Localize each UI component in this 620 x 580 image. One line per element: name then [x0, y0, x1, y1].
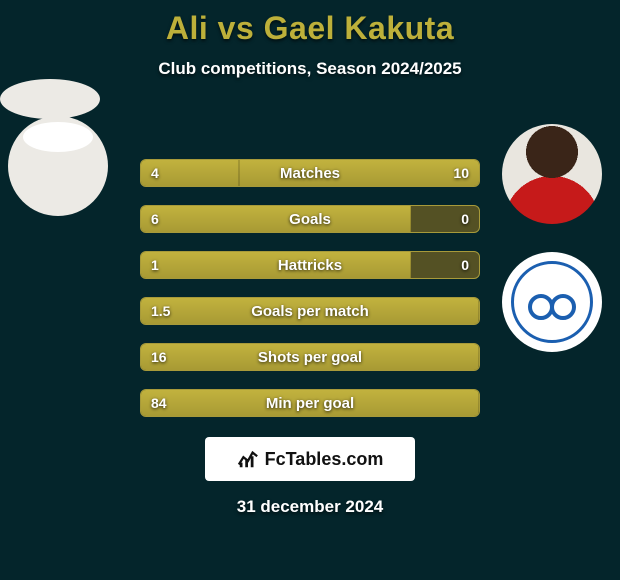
stat-label: Matches [141, 160, 479, 186]
subtitle: Club competitions, Season 2024/2025 [0, 59, 620, 79]
stat-row: 16Shots per goal [140, 343, 480, 371]
date-text: 31 december 2024 [0, 497, 620, 517]
brand-chart-icon [237, 448, 259, 470]
brand-badge: FcTables.com [205, 437, 415, 481]
stats-bars: 410Matches 60Goals 10Hattricks 1.5Goals per… [140, 159, 480, 417]
stat-label: Min per goal [141, 390, 479, 416]
stat-label: Goals per match [141, 298, 479, 324]
stat-label: Shots per goal [141, 344, 479, 370]
club-badge-rings-icon [511, 261, 593, 343]
player2-avatar [502, 124, 602, 224]
stat-row: 10Hattricks [140, 251, 480, 279]
stat-label: Hattricks [141, 252, 479, 278]
stat-row: 410Matches [140, 159, 480, 187]
player2-club-badge [502, 252, 602, 352]
stat-row: 84Min per goal [140, 389, 480, 417]
brand-text: FcTables.com [265, 449, 384, 470]
player1-avatar-placeholder [8, 116, 108, 216]
stat-row: 1.5Goals per match [140, 297, 480, 325]
stat-row: 60Goals [140, 205, 480, 233]
page-title: Ali vs Gael Kakuta [0, 0, 620, 47]
stat-label: Goals [141, 206, 479, 232]
player1-club-placeholder [0, 79, 100, 119]
